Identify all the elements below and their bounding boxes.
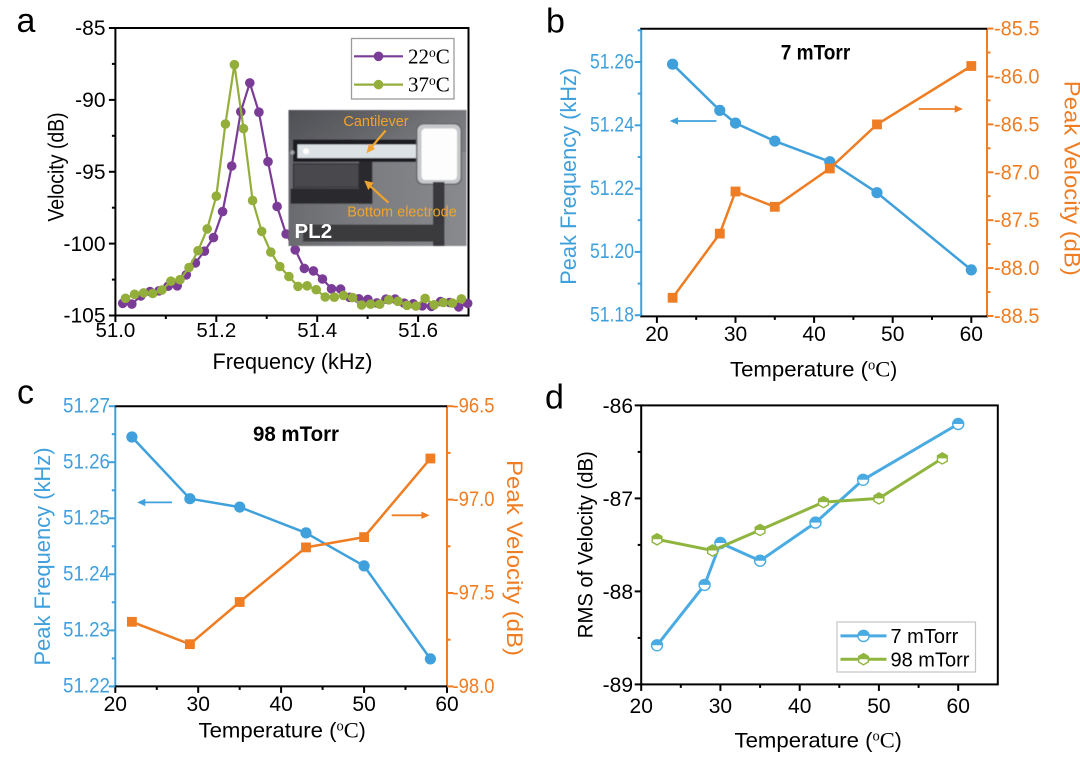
svg-text:d: d bbox=[545, 379, 564, 417]
svg-text:60: 60 bbox=[960, 323, 983, 346]
svg-text:Velocity (dB): Velocity (dB) bbox=[44, 112, 68, 221]
svg-text:51.27: 51.27 bbox=[63, 395, 110, 418]
svg-text:40: 40 bbox=[802, 323, 825, 346]
svg-text:20: 20 bbox=[630, 695, 653, 718]
svg-text:-97.5: -97.5 bbox=[453, 582, 495, 605]
svg-text:51.22: 51.22 bbox=[63, 675, 110, 698]
svg-text:-88.0: -88.0 bbox=[994, 257, 1040, 280]
svg-text:Peak Velocity (dB): Peak Velocity (dB) bbox=[502, 460, 527, 656]
svg-text:RMS of Velocity (dB): RMS of Velocity (dB) bbox=[574, 451, 597, 638]
svg-text:98 mTorr: 98 mTorr bbox=[253, 422, 340, 446]
svg-text:-97.0: -97.0 bbox=[453, 488, 495, 511]
svg-text:-89: -89 bbox=[603, 674, 633, 697]
svg-text:40: 40 bbox=[788, 695, 811, 718]
svg-text:60: 60 bbox=[435, 693, 458, 716]
svg-text:51.4: 51.4 bbox=[297, 319, 337, 342]
svg-text:-87: -87 bbox=[603, 488, 633, 511]
svg-text:51.18: 51.18 bbox=[590, 304, 634, 327]
svg-text:51.22: 51.22 bbox=[590, 177, 634, 200]
svg-text:37oC: 37oC bbox=[408, 73, 450, 97]
svg-text:-86: -86 bbox=[603, 395, 633, 418]
svg-text:30: 30 bbox=[187, 693, 210, 716]
svg-text:51.20: 51.20 bbox=[590, 240, 634, 263]
svg-text:22oC: 22oC bbox=[408, 44, 450, 68]
svg-text:b: b bbox=[546, 3, 565, 41]
svg-text:-87.5: -87.5 bbox=[994, 209, 1040, 232]
svg-text:Cantilever: Cantilever bbox=[343, 114, 408, 130]
svg-text:7 mTorr: 7 mTorr bbox=[891, 626, 959, 648]
svg-text:51.26: 51.26 bbox=[590, 50, 634, 73]
svg-text:-85: -85 bbox=[75, 17, 105, 40]
svg-text:51.26: 51.26 bbox=[63, 451, 110, 474]
svg-text:51.25: 51.25 bbox=[63, 507, 110, 530]
svg-text:50: 50 bbox=[867, 695, 890, 718]
svg-text:51.6: 51.6 bbox=[398, 319, 438, 342]
svg-text:a: a bbox=[17, 2, 36, 40]
svg-text:7 mTorr: 7 mTorr bbox=[781, 41, 851, 65]
svg-text:98 mTorr: 98 mTorr bbox=[891, 649, 970, 671]
svg-text:-100: -100 bbox=[63, 233, 105, 256]
svg-text:50: 50 bbox=[352, 693, 375, 716]
svg-text:-86.5: -86.5 bbox=[994, 113, 1040, 136]
svg-text:-88.5: -88.5 bbox=[994, 305, 1040, 328]
svg-text:-88: -88 bbox=[603, 581, 633, 604]
svg-text:Peak Velocity (dB): Peak Velocity (dB) bbox=[1060, 81, 1080, 276]
svg-text:-105: -105 bbox=[63, 305, 105, 328]
svg-text:-98.0: -98.0 bbox=[453, 675, 495, 698]
svg-text:-96.5: -96.5 bbox=[453, 395, 495, 418]
svg-text:30: 30 bbox=[724, 323, 747, 346]
svg-text:51.23: 51.23 bbox=[63, 619, 110, 642]
svg-text:30: 30 bbox=[709, 695, 732, 718]
svg-text:40: 40 bbox=[269, 693, 292, 716]
svg-text:50: 50 bbox=[881, 323, 904, 346]
svg-text:51.2: 51.2 bbox=[196, 319, 236, 342]
svg-text:Temperature (oC): Temperature (oC) bbox=[730, 356, 897, 381]
svg-text:51.0: 51.0 bbox=[95, 319, 135, 342]
svg-text:-90: -90 bbox=[75, 89, 105, 112]
svg-text:51.24: 51.24 bbox=[63, 563, 110, 586]
svg-text:20: 20 bbox=[645, 323, 668, 346]
svg-text:-86.0: -86.0 bbox=[994, 66, 1040, 89]
svg-text:20: 20 bbox=[104, 693, 127, 716]
svg-text:-95: -95 bbox=[75, 161, 105, 184]
svg-text:Peak Frequency (kHz): Peak Frequency (kHz) bbox=[556, 68, 581, 285]
svg-text:Bottom electrode: Bottom electrode bbox=[347, 205, 457, 221]
svg-text:60: 60 bbox=[947, 695, 970, 718]
svg-text:Peak Frequency (kHz): Peak Frequency (kHz) bbox=[30, 448, 55, 666]
svg-text:-85.5: -85.5 bbox=[994, 18, 1040, 41]
svg-text:PL2: PL2 bbox=[295, 220, 333, 243]
svg-text:51.24: 51.24 bbox=[590, 114, 634, 137]
svg-text:Temperature (oC): Temperature (oC) bbox=[199, 718, 366, 743]
svg-text:-87.0: -87.0 bbox=[994, 161, 1040, 184]
svg-text:Frequency (kHz): Frequency (kHz) bbox=[213, 349, 373, 374]
svg-text:c: c bbox=[17, 374, 34, 412]
